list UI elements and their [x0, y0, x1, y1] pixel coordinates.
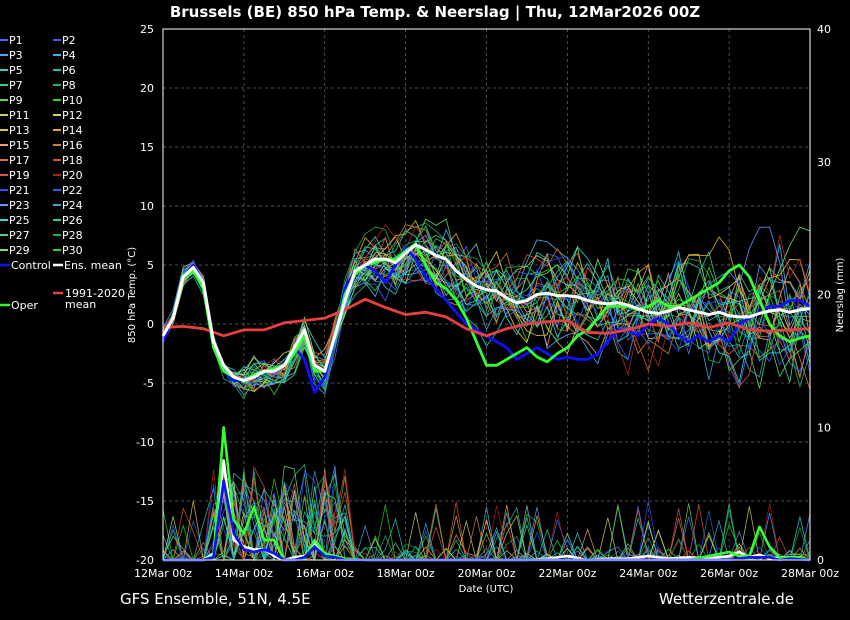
legend-label: P16 — [62, 139, 83, 152]
x-axis-ticks: 12Mar 00z 14Mar 00z 16Mar 00z 18Mar 00z 20Ma… — [134, 567, 839, 580]
legend-label: P18 — [62, 154, 83, 167]
y-tick-label: -15 — [136, 495, 154, 508]
member-line-p23 — [162, 226, 811, 388]
footer-source: GFS Ensemble, 51N, 4.5E — [120, 590, 311, 608]
x-tick-label: 22Mar 00z — [538, 567, 596, 580]
x-tick-label: 28Mar 00z — [781, 567, 839, 580]
temp-line-oper — [161, 242, 811, 383]
legend-label: P14 — [62, 124, 83, 137]
legend-label: P5 — [9, 64, 23, 77]
member-line-p19 — [162, 235, 811, 390]
legend-label: P23 — [9, 199, 30, 212]
member-line-p24 — [162, 245, 811, 396]
legend-label: P20 — [62, 169, 83, 182]
x-tick-label: 16Mar 00z — [296, 567, 354, 580]
legend-label: P24 — [62, 199, 83, 212]
y2-axis-label: Neerslag (mm) — [835, 257, 846, 332]
legend-label: P19 — [9, 169, 30, 182]
member-line-p12 — [162, 235, 811, 379]
legend-label: P12 — [62, 109, 83, 122]
x-tick-label: 18Mar 00z — [377, 567, 435, 580]
y2-tick-label: 10 — [817, 421, 831, 434]
x-tick-label: 12Mar 00z — [134, 567, 192, 580]
y-tick-label: 25 — [140, 23, 154, 36]
legend-label: P28 — [62, 229, 83, 242]
member-line-p28 — [162, 224, 811, 383]
legend-label: Ens. mean — [64, 259, 122, 272]
y-tick-label: -5 — [143, 377, 154, 390]
legend-label: P8 — [62, 79, 76, 92]
y2-tick-label: 30 — [817, 156, 831, 169]
legend-label: P21 — [9, 184, 30, 197]
temp-line-1991-2020-mean — [162, 297, 811, 338]
legend-label: P1 — [9, 34, 23, 47]
y-tick-label: 0 — [147, 318, 154, 331]
legend-label: P15 — [9, 139, 30, 152]
temp-line-ens-mean — [161, 243, 811, 383]
footer-site: Wetterzentrale.de — [659, 590, 794, 608]
legend-label: P11 — [9, 109, 30, 122]
x-tick-label: 26Mar 00z — [700, 567, 758, 580]
y2-tick-label: 40 — [817, 23, 831, 36]
legend-label: P26 — [62, 214, 83, 227]
y-axis-label: 850 hPa Temp. (°C) — [127, 247, 138, 343]
member-line-p8 — [162, 222, 811, 400]
legend-label: P3 — [9, 49, 23, 62]
x-tick-label: 14Mar 00z — [215, 567, 273, 580]
y-tick-label: 20 — [140, 82, 154, 95]
member-line-p3 — [162, 249, 811, 396]
legend-label: P13 — [9, 124, 30, 137]
x-tick-label: 20Mar 00z — [457, 567, 515, 580]
legend: P1 P2 P3 P4 P5 P6 P7 P8 P9 P10 P11 P12 P13 P14 P15 P16 P… — [0, 34, 125, 312]
legend-label: Control — [11, 259, 51, 272]
chart-title: Brussels (BE) 850 hPa Temp. & Neerslag |… — [170, 3, 700, 22]
legend-label: P29 — [9, 244, 30, 257]
y2-tick-label: 20 — [817, 289, 831, 302]
x-tick-label: 24Mar 00z — [619, 567, 677, 580]
legend-label: P6 — [62, 64, 76, 77]
y2-tick-label: 0 — [817, 554, 824, 567]
plot-frame — [162, 28, 811, 561]
legend-label: 1991-2020 mean — [65, 287, 125, 311]
y-tick-label: -20 — [136, 554, 154, 567]
legend-label: P30 — [62, 244, 83, 257]
member-line-p27 — [162, 234, 811, 385]
y-tick-label: 10 — [140, 200, 154, 213]
y-axis-ticks: 25 20 15 10 5 0 -5 -10 -15 -20 — [136, 23, 154, 567]
legend-label: P4 — [62, 49, 76, 62]
legend-label: P2 — [62, 34, 76, 47]
legend-label: P7 — [9, 79, 23, 92]
y-tick-label: 15 — [140, 141, 154, 154]
legend-label: P27 — [9, 229, 30, 242]
legend-label: P22 — [62, 184, 83, 197]
legend-label: Oper — [11, 299, 38, 312]
x-axis-label: Date (UTC) — [459, 584, 514, 595]
legend-label: P9 — [9, 94, 23, 107]
legend-label: P10 — [62, 94, 83, 107]
y2-axis-ticks: 40 30 20 10 0 — [817, 23, 831, 567]
y-tick-label: 5 — [147, 259, 154, 272]
legend-label: P17 — [9, 154, 30, 167]
y-tick-label: -10 — [136, 436, 154, 449]
legend-label: P25 — [9, 214, 30, 227]
